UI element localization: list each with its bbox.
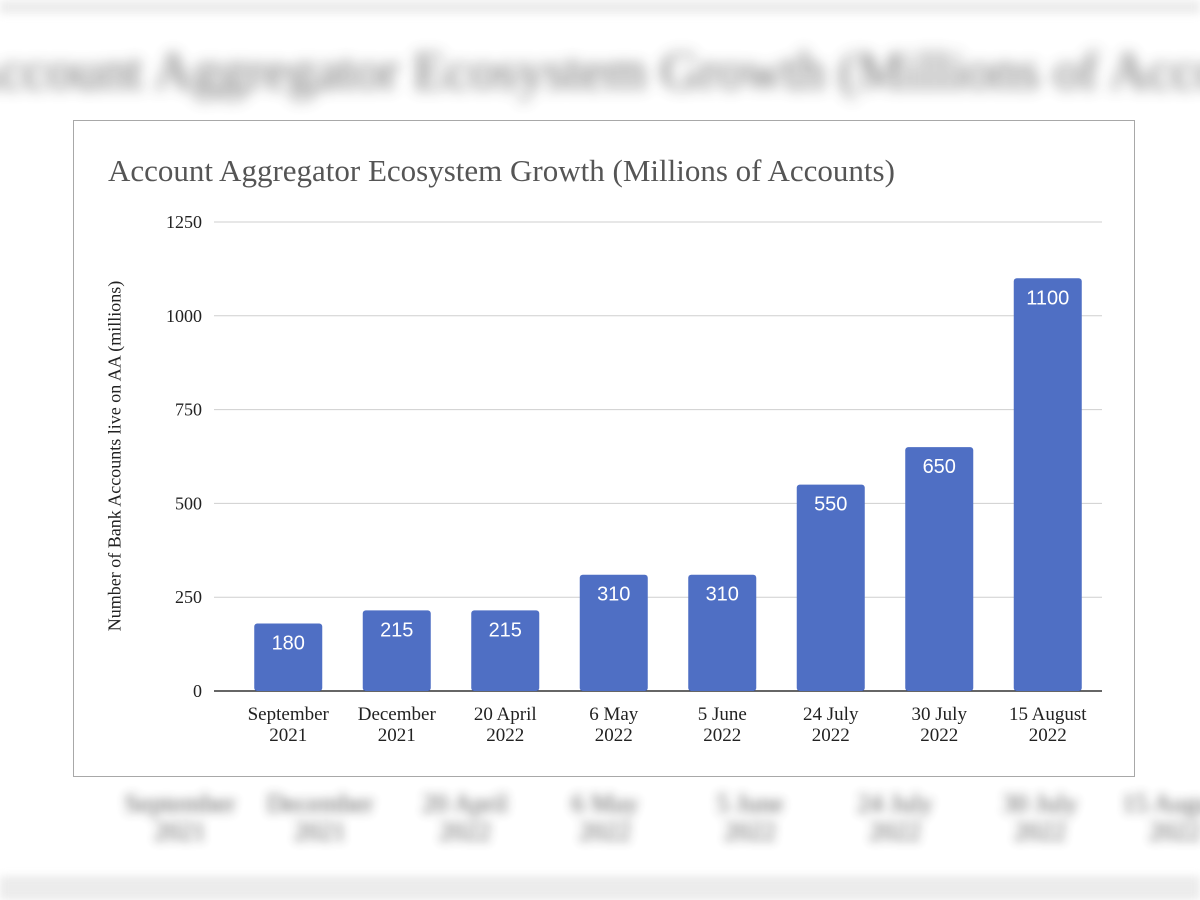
blurred-category: 24 July 2022: [857, 789, 933, 846]
x-category-label: 5 June: [698, 704, 747, 725]
y-tick-label: 500: [175, 493, 202, 513]
blurred-category: 20 April 2022: [422, 789, 508, 846]
x-category-year-label: 2022: [812, 725, 850, 746]
y-tick-label: 1000: [166, 306, 202, 326]
x-category-label: 6 May: [589, 704, 639, 725]
bar-chart-plot: 0 250 500 750 1000 1250 180 215 215 310 310 550 650…: [166, 212, 1102, 746]
blurred-category: 6 May 2022: [571, 789, 639, 846]
blurred-category: 30 July 2022: [1002, 789, 1078, 846]
chart-card: Account Aggregator Ecosystem Growth (Mil…: [73, 120, 1135, 777]
blurred-background-title: Account Aggregator Ecosystem Growth (Mil…: [0, 41, 1200, 101]
x-category-label: 15 August: [1009, 704, 1087, 725]
x-category-year-label: 2022: [595, 725, 633, 746]
x-category-year-label: 2022: [920, 725, 958, 746]
blurred-category: 5 June 2022: [716, 789, 784, 846]
bar: [1013, 278, 1082, 691]
blurred-bottom-band: [0, 876, 1200, 900]
x-category-label: 24 July: [803, 704, 859, 725]
bar: [362, 610, 431, 691]
bar-value-label: 1100: [1026, 287, 1069, 309]
x-category-year-label: 2021: [269, 725, 307, 746]
x-category-label: 20 April: [474, 704, 537, 725]
bar-value-labels: 180 215 215 310 310 550 650 1100: [272, 287, 1070, 654]
blurred-top-band: [0, 0, 1200, 14]
y-tick-label: 0: [193, 681, 202, 701]
blurred-background-categories: September 2021 December 2021 20 April 2022 …: [0, 780, 1200, 850]
bar: [688, 574, 757, 691]
bar-value-label: 180: [272, 632, 305, 654]
bar: [254, 623, 323, 691]
blurred-category: December 2021: [266, 789, 374, 846]
bar: [796, 484, 865, 691]
bar-value-label: 310: [597, 584, 630, 606]
bar-value-label: 215: [380, 619, 413, 641]
bar: [579, 574, 648, 691]
x-category-year-label: 2021: [378, 725, 416, 746]
y-tick-label: 750: [175, 400, 202, 420]
x-category-year-label: 2022: [703, 725, 741, 746]
bar-value-label: 550: [814, 494, 847, 516]
y-axis-ticks: 0 250 500 750 1000 1250: [166, 212, 202, 701]
blurred-category: September 2021: [124, 789, 236, 846]
bar-value-label: 310: [706, 584, 739, 606]
x-category-label: 30 July: [912, 704, 968, 725]
bars: [254, 278, 1082, 691]
x-category-label: December: [358, 704, 437, 725]
bar-value-label: 215: [489, 619, 522, 641]
bar: [471, 610, 540, 691]
y-tick-label: 250: [175, 587, 202, 607]
bar-value-label: 650: [923, 456, 956, 478]
x-category-year-label: 2022: [486, 725, 524, 746]
x-category-label: September: [248, 704, 330, 725]
x-category-year-label: 2022: [1029, 725, 1067, 746]
chart-title: Account Aggregator Ecosystem Growth (Mil…: [108, 153, 895, 188]
y-tick-label: 1250: [166, 212, 202, 232]
bar: [905, 447, 974, 691]
